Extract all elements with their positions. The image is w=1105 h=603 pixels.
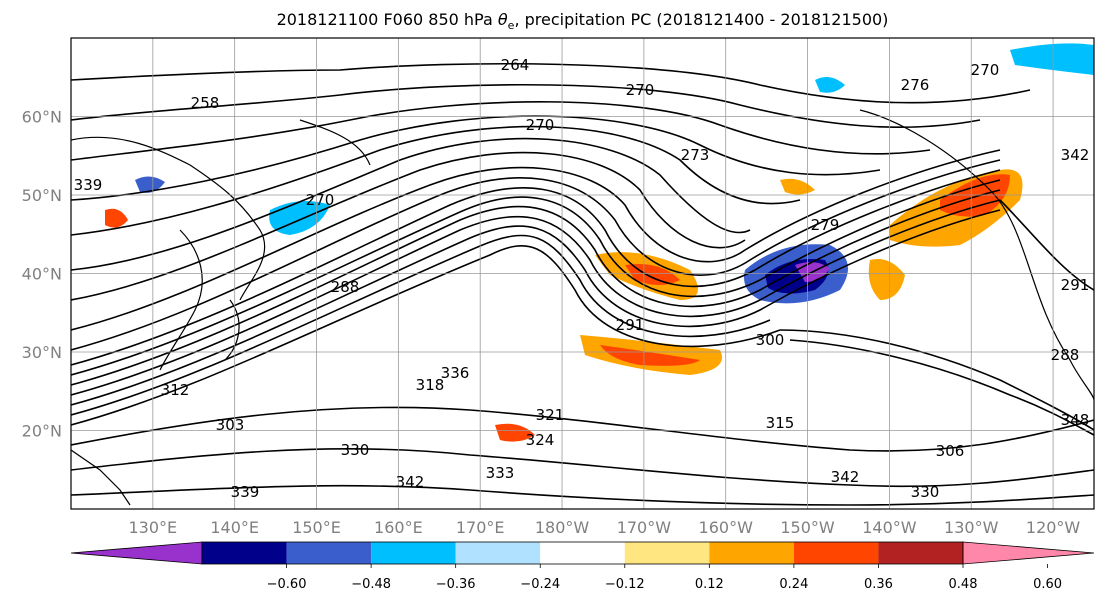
lat-label: 40°N bbox=[22, 265, 62, 284]
colorbar-segment bbox=[70, 541, 203, 565]
lon-label: 160°W bbox=[699, 518, 754, 537]
colorbar-tick-label: −0.24 bbox=[520, 577, 560, 592]
map-frame bbox=[70, 37, 1095, 510]
contour-label: 264 bbox=[501, 56, 530, 74]
colorbar-segment bbox=[793, 542, 879, 564]
colorbar-tick-label: −0.60 bbox=[267, 577, 307, 592]
contour-label: 339 bbox=[74, 176, 103, 194]
contour-label: 288 bbox=[331, 278, 360, 296]
colorbar-segment bbox=[202, 542, 287, 564]
lat-label: 20°N bbox=[22, 422, 62, 441]
lon-label: 130°E bbox=[129, 518, 178, 537]
theta-e-contours bbox=[71, 62, 1094, 506]
contour-label: 300 bbox=[756, 331, 785, 349]
colorbar-segment bbox=[540, 542, 625, 564]
lon-label: 130°W bbox=[944, 518, 999, 537]
lon-label: 150°W bbox=[780, 518, 835, 537]
lon-label: 170°E bbox=[456, 518, 505, 537]
colorbar-tick-label: −0.48 bbox=[351, 577, 391, 592]
latitude-labels: 60°N 50°N 40°N 30°N 20°N bbox=[22, 108, 62, 441]
colorbar-segment bbox=[455, 542, 541, 564]
colorbar-tick-label: 0.48 bbox=[949, 577, 978, 592]
colorbar-tick-label: 0.36 bbox=[864, 577, 893, 592]
lon-label: 160°E bbox=[374, 518, 423, 537]
lon-label: 170°W bbox=[617, 518, 672, 537]
contour-label: 339 bbox=[231, 483, 260, 501]
lon-label: 120°W bbox=[1026, 518, 1081, 537]
colorbar-tick-label: 0.60 bbox=[1033, 577, 1062, 592]
map-title: 2018121100 F060 850 hPa θe, precipitatio… bbox=[276, 10, 889, 33]
contour-label: 321 bbox=[536, 406, 565, 424]
lat-label: 50°N bbox=[22, 186, 62, 205]
contour-label: 336 bbox=[441, 364, 470, 382]
colorbar-segment bbox=[962, 541, 1095, 565]
contour-label: 276 bbox=[901, 76, 930, 94]
colorbar-segment bbox=[286, 542, 372, 564]
longitude-labels: 130°E 140°E 150°E 160°E 170°E 180°W 170°W 160°W… bbox=[129, 518, 1081, 537]
contour-labels: 258 264 270 270 270 276 270 273 279 288 291 300 312 3… bbox=[74, 56, 1090, 501]
contour-label: 348 bbox=[1061, 411, 1090, 429]
colorbar-tick-label: 0.24 bbox=[779, 577, 808, 592]
contour-label: 324 bbox=[526, 431, 555, 449]
contour-label: 342 bbox=[831, 468, 860, 486]
contour-label: 288 bbox=[1051, 346, 1080, 364]
contour-label: 330 bbox=[341, 441, 370, 459]
coastlines bbox=[71, 109, 1094, 506]
contour-label: 342 bbox=[396, 473, 425, 491]
lon-label: 150°E bbox=[292, 518, 341, 537]
contour-label: 312 bbox=[161, 381, 190, 399]
contour-label: 306 bbox=[936, 442, 965, 460]
contour-label: 342 bbox=[1061, 146, 1090, 164]
lat-label: 30°N bbox=[22, 343, 62, 362]
contour-label: 270 bbox=[306, 191, 335, 209]
colorbar-segment bbox=[371, 542, 456, 564]
contour-label: 303 bbox=[216, 416, 245, 434]
contour-label: 333 bbox=[486, 464, 515, 482]
contour-label: 315 bbox=[766, 414, 795, 432]
lat-label: 60°N bbox=[22, 108, 62, 127]
colorbar-segment bbox=[624, 542, 710, 564]
colorbar-tick-label: −0.12 bbox=[605, 577, 645, 592]
lon-label: 140°W bbox=[862, 518, 917, 537]
colorbar-frame bbox=[201, 541, 964, 565]
colorbar: −0.60 −0.48 −0.36 −0.24 −0.12 0.12 0.24 0.36 0.4… bbox=[70, 541, 1095, 592]
contour-label: 258 bbox=[191, 94, 220, 112]
contour-label: 270 bbox=[971, 61, 1000, 79]
map-gridlines bbox=[71, 38, 1094, 509]
colorbar-segment bbox=[878, 542, 963, 564]
map-panel bbox=[71, 38, 1094, 509]
colorbar-tick-label: 0.12 bbox=[695, 577, 724, 592]
contour-label: 270 bbox=[526, 116, 555, 134]
lon-label: 140°E bbox=[210, 518, 259, 537]
contour-label: 291 bbox=[1061, 276, 1090, 294]
contour-label: 330 bbox=[911, 483, 940, 501]
colorbar-segment bbox=[709, 542, 794, 564]
contour-label: 273 bbox=[681, 146, 710, 164]
contour-label: 318 bbox=[416, 376, 445, 394]
contour-label: 279 bbox=[811, 216, 840, 234]
lon-label: 180°W bbox=[535, 518, 590, 537]
colorbar-tick-label: −0.36 bbox=[436, 577, 476, 592]
contour-label: 291 bbox=[616, 316, 645, 334]
contour-label: 270 bbox=[626, 81, 655, 99]
